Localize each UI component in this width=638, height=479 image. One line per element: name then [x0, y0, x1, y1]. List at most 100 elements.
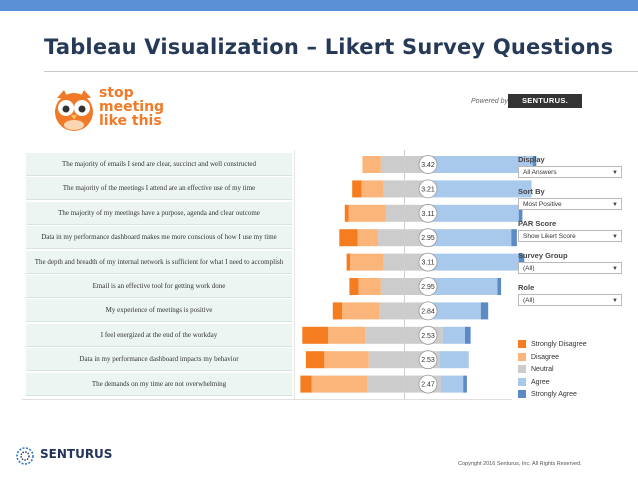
question-label: The majority of my meetings have a purpo… [26, 201, 292, 225]
bar-segment[interactable] [465, 326, 471, 344]
bar-segment[interactable] [497, 278, 502, 295]
filter-dropdown[interactable]: All Answers ▼ [518, 166, 622, 178]
bar-segment[interactable] [429, 229, 512, 247]
bar-segment[interactable] [441, 375, 464, 393]
filter-value: All Answers [523, 169, 557, 176]
bar-segment[interactable] [339, 229, 358, 247]
bar-segment[interactable] [344, 204, 349, 222]
legend-label: Strongly Disagree [531, 341, 587, 348]
bar-segment[interactable] [328, 326, 366, 344]
chart-center-line [404, 150, 405, 400]
filter-value: (All) [523, 265, 535, 272]
legend-item: Disagree [518, 352, 560, 362]
bar-segment[interactable] [361, 180, 384, 198]
score-label: 2.95 [421, 235, 435, 242]
bar-segment[interactable] [422, 204, 519, 222]
question-label: Data in my performance dashboard impacts… [26, 348, 292, 372]
owl-logo-icon [55, 90, 93, 131]
bar-segment[interactable] [480, 302, 489, 320]
bar-segment[interactable] [348, 204, 386, 222]
bar-segment[interactable] [463, 375, 467, 393]
filter-dropdown[interactable]: (All) ▼ [518, 294, 622, 306]
question-label: The demands on my time are not overwhelm… [26, 372, 292, 396]
bar-segment[interactable] [439, 351, 469, 369]
legend-item: Agree [518, 377, 550, 387]
question-label: The majority of the meetings I attend ar… [26, 177, 292, 201]
score-label: 3.21 [421, 186, 435, 193]
top-accent-bar [0, 0, 638, 11]
bar-segment[interactable] [357, 229, 379, 247]
filter-label: Survey Group [518, 251, 568, 260]
chevron-down-icon: ▼ [612, 298, 618, 304]
logo-line: stop [99, 85, 134, 101]
legend-item: Strongly Agree [518, 390, 577, 399]
question-label: My experience of meetings is positive [26, 299, 292, 323]
score-bubble [418, 374, 438, 394]
filter-dropdown[interactable]: Show Likert Score ▼ [518, 230, 622, 242]
bar-segment[interactable] [349, 278, 359, 295]
score-bubble [418, 301, 438, 321]
score-label: 2.84 [421, 308, 435, 315]
bar-segment[interactable] [342, 302, 379, 320]
stop-meeting-logo-text: stop meeting like this [99, 86, 164, 128]
score-label: 3.42 [421, 162, 435, 169]
score-label: 3.11 [421, 211, 434, 218]
legend-item: Strongly Disagree [518, 340, 587, 349]
bar-segment[interactable] [427, 156, 533, 173]
bar-segment[interactable] [352, 180, 362, 198]
filter-label: Role [518, 283, 535, 292]
legend-swatch [518, 377, 526, 386]
bar-segment[interactable] [424, 180, 532, 198]
bar-segment[interactable] [358, 278, 381, 295]
bar-segment[interactable] [305, 351, 325, 369]
bar-segment[interactable] [346, 253, 351, 271]
legend-label: Strongly Agree [531, 391, 577, 398]
logo-line: meeting [99, 99, 165, 115]
filter-label: Display [518, 155, 545, 164]
legend-item: Neutral [518, 365, 554, 374]
filter-dropdown[interactable]: (All) ▼ [518, 262, 622, 274]
bar-segment[interactable] [362, 156, 381, 173]
legend-label: Disagree [531, 353, 560, 361]
filter-value: Show Likert Score [523, 233, 576, 240]
legend-swatch [518, 352, 526, 361]
page-title: Tableau Visualization – Likert Survey Qu… [44, 35, 614, 59]
chevron-down-icon: ▼ [612, 234, 618, 240]
legend-label: Neutral [531, 366, 554, 373]
score-bubble [418, 325, 438, 345]
logo-line: like this [99, 113, 162, 129]
score-label: 2.53 [421, 333, 435, 340]
score-label: 2.53 [421, 357, 435, 364]
bar-segment[interactable] [332, 302, 343, 320]
bar-segment[interactable] [429, 302, 481, 320]
score-bubble [418, 252, 438, 272]
chevron-down-icon: ▼ [612, 266, 618, 272]
powered-by-label: Powered by: [471, 98, 510, 105]
bar-segment[interactable] [324, 351, 369, 369]
senturus-globe-icon [16, 447, 34, 465]
bar-segment[interactable] [427, 278, 498, 295]
filter-label: Sort By [518, 187, 545, 196]
score-bubble [418, 179, 438, 199]
title-divider [44, 71, 638, 72]
bar-segment[interactable] [350, 253, 384, 271]
chevron-down-icon: ▼ [612, 202, 618, 208]
bar-segment[interactable] [442, 326, 465, 344]
score-label: 2.95 [421, 284, 435, 291]
legend-swatch [518, 390, 526, 399]
legend-label: Agree [531, 378, 550, 386]
viz-bottom-border [22, 399, 512, 400]
score-bubble [418, 350, 438, 370]
filter-dropdown[interactable]: Most Positive ▼ [518, 198, 622, 210]
footer-brand: SENTURUS [40, 447, 113, 461]
question-label: I feel energized at the end of the workd… [26, 323, 292, 347]
bar-segment[interactable] [302, 326, 329, 344]
question-label: The majority of emails I send are clear,… [26, 153, 292, 176]
score-label: 3.11 [421, 260, 434, 267]
score-bubble [418, 155, 438, 174]
bar-segment[interactable] [424, 253, 519, 271]
chevron-down-icon: ▼ [612, 170, 618, 176]
bar-segment[interactable] [511, 229, 517, 247]
bar-segment[interactable] [300, 375, 312, 393]
bar-segment[interactable] [311, 375, 368, 393]
